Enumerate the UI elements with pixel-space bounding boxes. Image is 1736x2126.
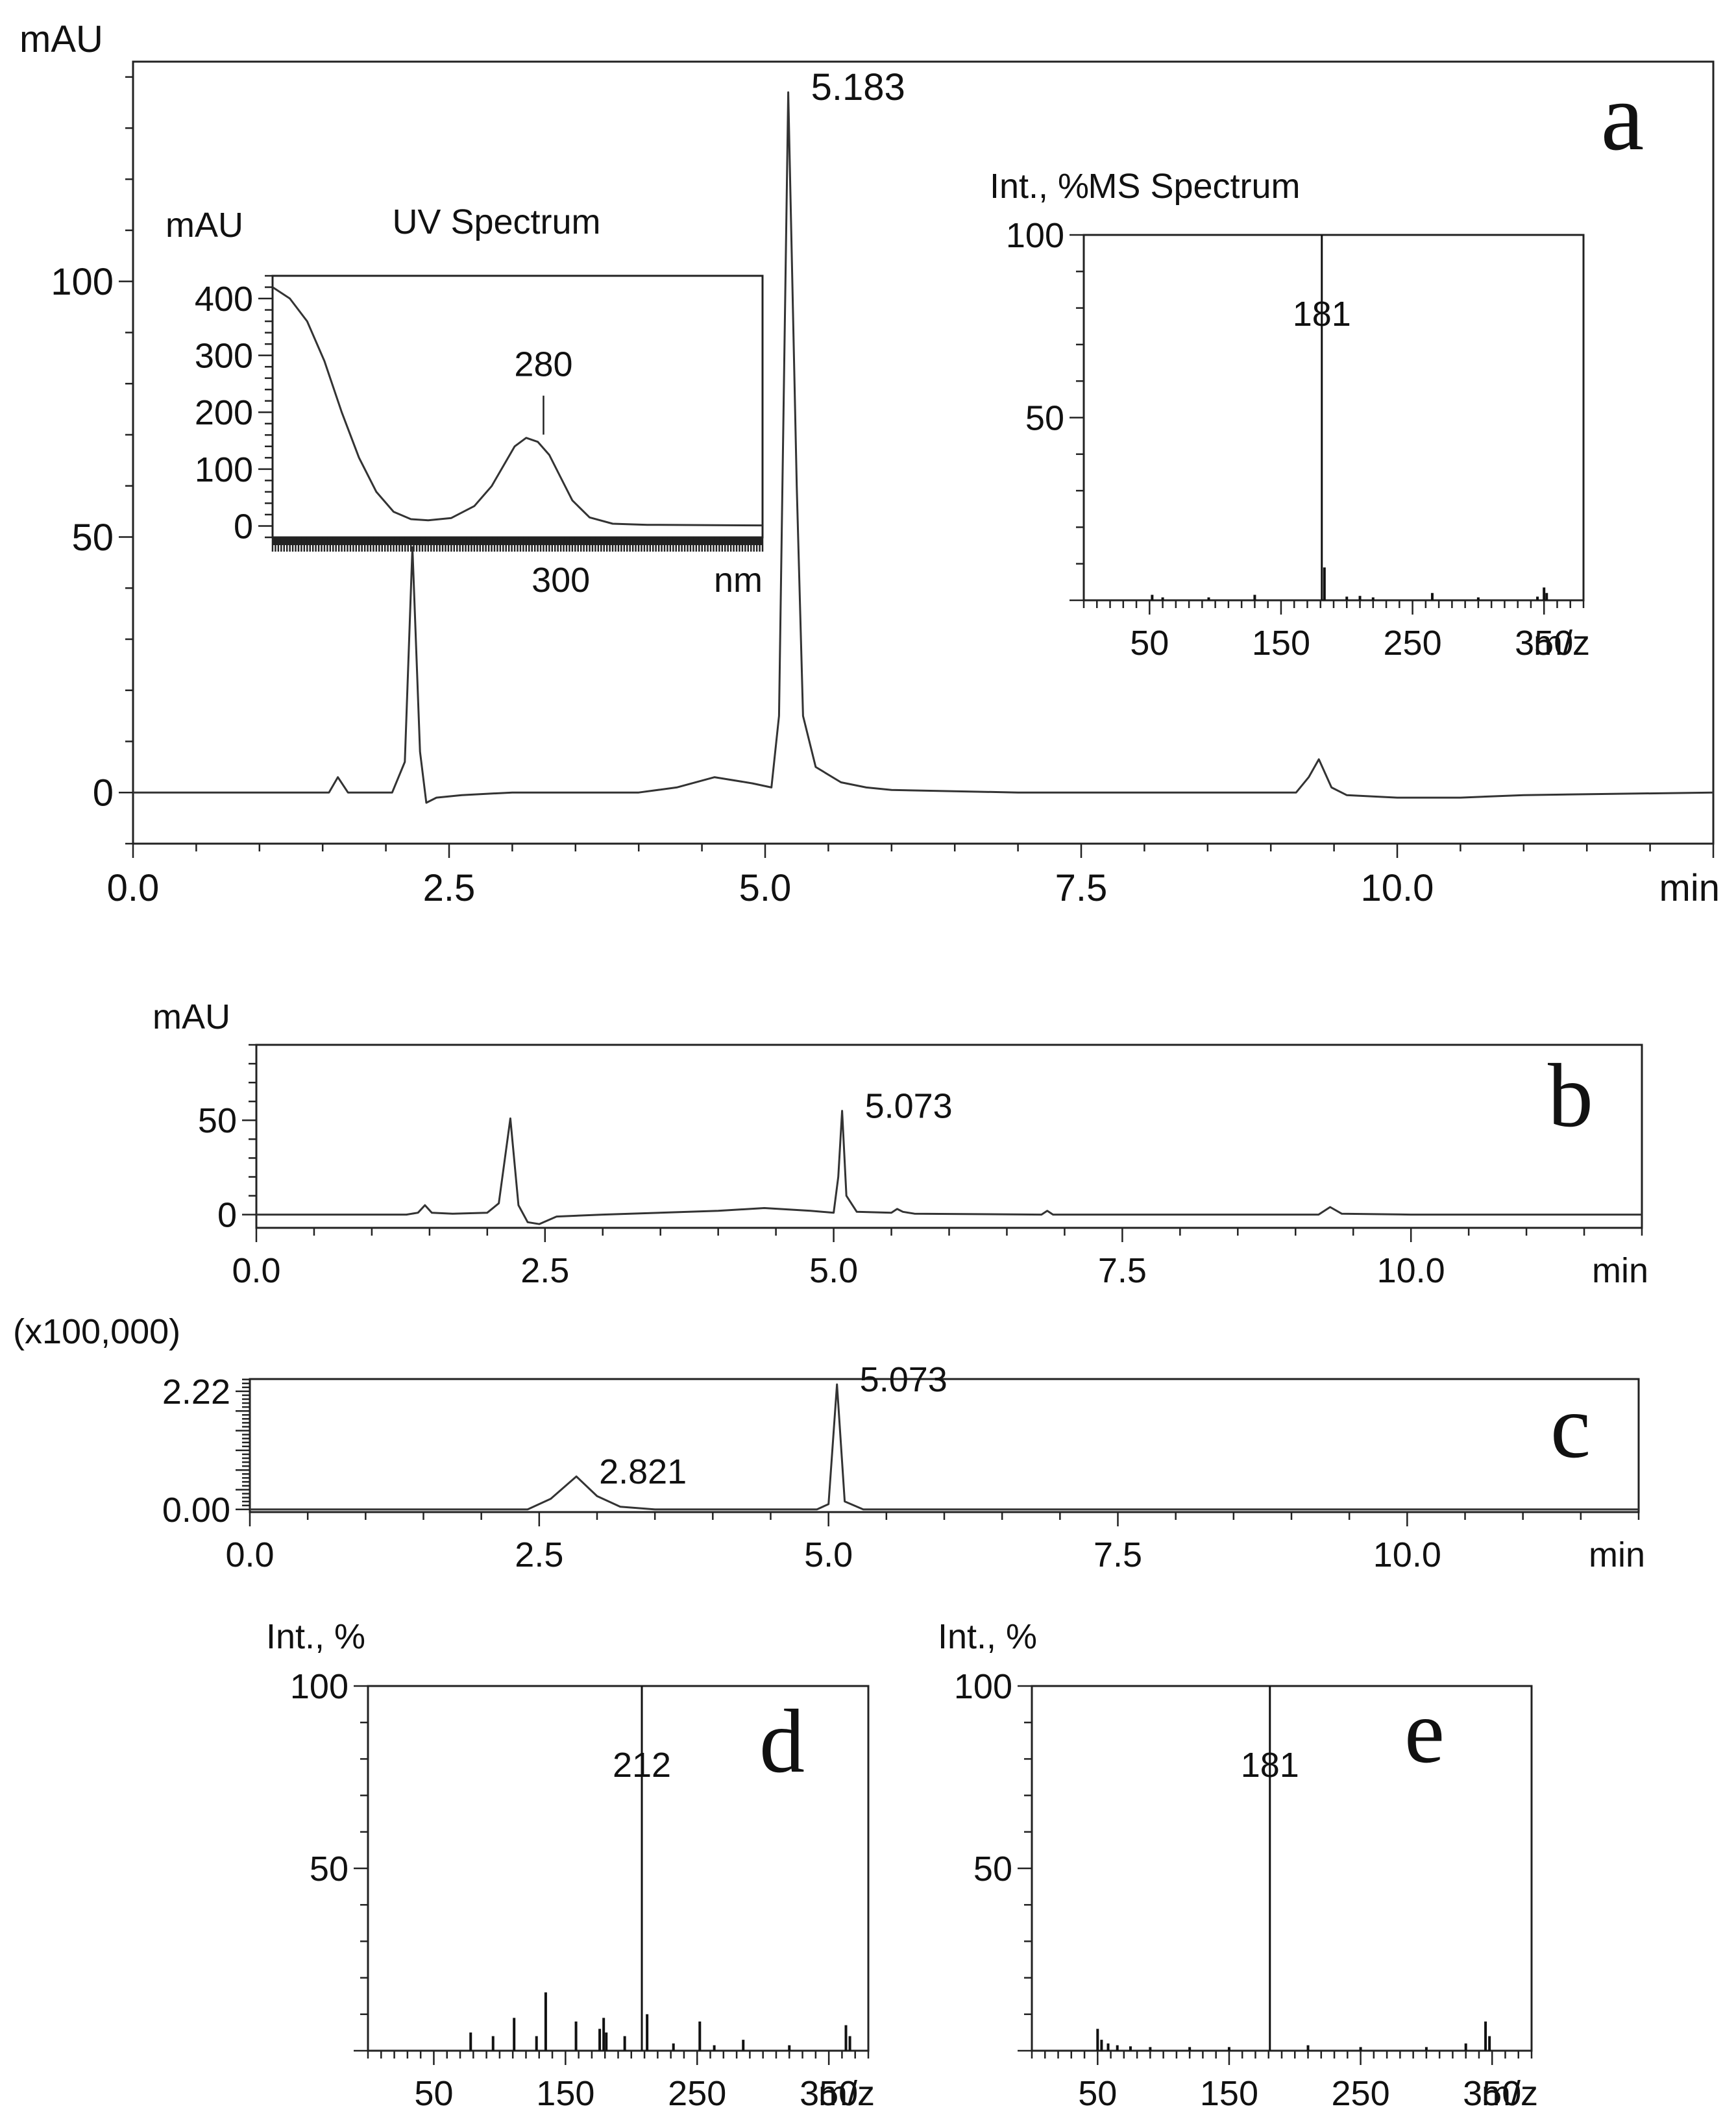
panel-b-x-tick-label: 10.0 [1377,1251,1445,1290]
panel-uv-y-tick-label: 100 [195,450,253,489]
panel-e-x-tick-label: 250 [1332,2074,1390,2113]
panel-e-letter: e [1404,1681,1445,1782]
panel-uv-y-tick-label: 300 [195,337,253,376]
panel-d-x-tick-label: 150 [536,2074,594,2113]
panel-ms_a-y-axis-label: Int., % [990,167,1089,206]
panel-c-x-axis-label: min [1589,1535,1645,1574]
panel-ms_a-x-tick-label: 50 [1130,624,1169,663]
panel-d-x-tick-label: 250 [668,2074,726,2113]
panel-a-x-tick-label: 5.0 [739,867,792,909]
panel-e-peak-label: 181 [1241,1746,1299,1785]
panel-a-frame [132,60,1715,845]
panel-e-y-axis-label: Int., % [938,1617,1037,1656]
panel-a-y-tick-label: 100 [51,261,114,303]
panel-uv-frame [271,275,764,539]
panel-e-x-tick-label: 150 [1200,2074,1258,2113]
panel-ms_a-x-axis-label: m/z [1534,624,1590,663]
panel-d-x-tick-label: 350 [800,2074,858,2113]
panel-c-x-tick-label: 0.0 [225,1535,274,1574]
panel-a-x-tick-label: 0.0 [107,867,160,909]
panel-ms_a-y-tick-label: 50 [1025,398,1064,437]
panel-b-letter: b [1548,1045,1593,1146]
panel-b-frame [255,1044,1643,1229]
panel-b-y-axis-label: mAU [153,997,230,1036]
panel-a-y-tick-label: 50 [71,517,114,559]
panel-b-x-tick-label: 0.0 [232,1251,280,1290]
panel-b-x-tick-label: 7.5 [1098,1251,1147,1290]
panel-a-y-axis-label: mAU [19,18,103,60]
panel-c-peak-label: 5.073 [860,1360,947,1399]
panel-e-x-tick-label: 50 [1078,2074,1117,2113]
panel-a-y-tick-label: 0 [93,772,114,814]
panel-c-x-tick-label: 10.0 [1373,1535,1441,1574]
panel-e-frame [1031,1685,1533,2052]
panel-c-y-tick-label: 0.00 [162,1491,230,1530]
panel-c-y-tick-label: 2.22 [162,1373,230,1411]
panel-d-x-axis-label: m/z [818,2074,875,2113]
panel-d-y-tick-label: 50 [310,1850,348,1888]
panel-a-letter: a [1601,63,1644,171]
panel-ms_a-x-tick-label: 250 [1384,624,1442,663]
panel-b-peak-label: 5.073 [865,1087,953,1126]
panel-a-x-tick-label: 10.0 [1361,867,1434,909]
panel-b-y-tick-label: 0 [217,1196,237,1235]
panel-b-y-tick-label: 50 [198,1101,237,1140]
panel-c-letter: c [1550,1376,1591,1477]
panel-b-series-line [256,1110,1642,1225]
panel-d-y-tick-label: 100 [290,1667,348,1706]
panel-d-y-axis-label: Int., % [266,1617,365,1656]
panel-uv-y-tick-label: 0 [234,507,253,546]
panel-d-peak-label: 212 [613,1746,671,1785]
panel-d-x-tick-label: 50 [414,2074,453,2113]
panel-ms_a-x-tick-label: 350 [1515,624,1573,663]
panel-e-x-tick-label: 350 [1463,2074,1521,2113]
panel-c-series-line [250,1383,1639,1511]
panel-ms_a-frame [1082,234,1585,602]
panel-e-y-tick-label: 50 [973,1850,1012,1888]
panel-a-x-axis-label: min [1659,867,1720,909]
panel-uv-x-axis-label: nm [714,561,763,600]
panel-c-y-axis-label: (x100,000) [13,1312,180,1351]
panel-a-peak-label: 5.183 [811,66,905,108]
panel-c-x-tick-label: 2.5 [515,1535,563,1574]
panel-uv-y-tick-label: 400 [195,280,253,319]
panel-ms_a-peak-label: 181 [1293,295,1351,334]
panel-c-peak-label: 2.821 [599,1452,687,1491]
panel-uv-peak-label: 280 [514,345,572,384]
panel-b-x-tick-label: 2.5 [520,1251,569,1290]
panel-c-x-tick-label: 7.5 [1094,1535,1142,1574]
panel-b-x-tick-label: 5.0 [809,1251,858,1290]
panel-e-x-axis-label: m/z [1482,2074,1538,2113]
panel-a-x-tick-label: 2.5 [423,867,476,909]
panel-ms_a-title: MS Spectrum [1088,167,1300,206]
panel-uv-y-axis-label: mAU [165,206,243,245]
panel-uv-x-tick-label: 300 [532,561,590,600]
panel-uv-y-tick-label: 200 [195,393,253,432]
panel-d-letter: d [759,1691,805,1792]
panel-b-x-axis-label: min [1592,1251,1648,1290]
panel-c-x-tick-label: 5.0 [804,1535,853,1574]
panel-uv-series-line [272,286,763,527]
panel-e-y-tick-label: 100 [954,1667,1012,1706]
panel-ms_a-x-tick-label: 150 [1252,624,1310,663]
panel-ms_a-y-tick-label: 100 [1006,216,1064,255]
panel-a-series-line [133,91,1714,804]
panel-uv-title: UV Spectrum [392,202,600,241]
panel-a-x-tick-label: 7.5 [1055,867,1108,909]
